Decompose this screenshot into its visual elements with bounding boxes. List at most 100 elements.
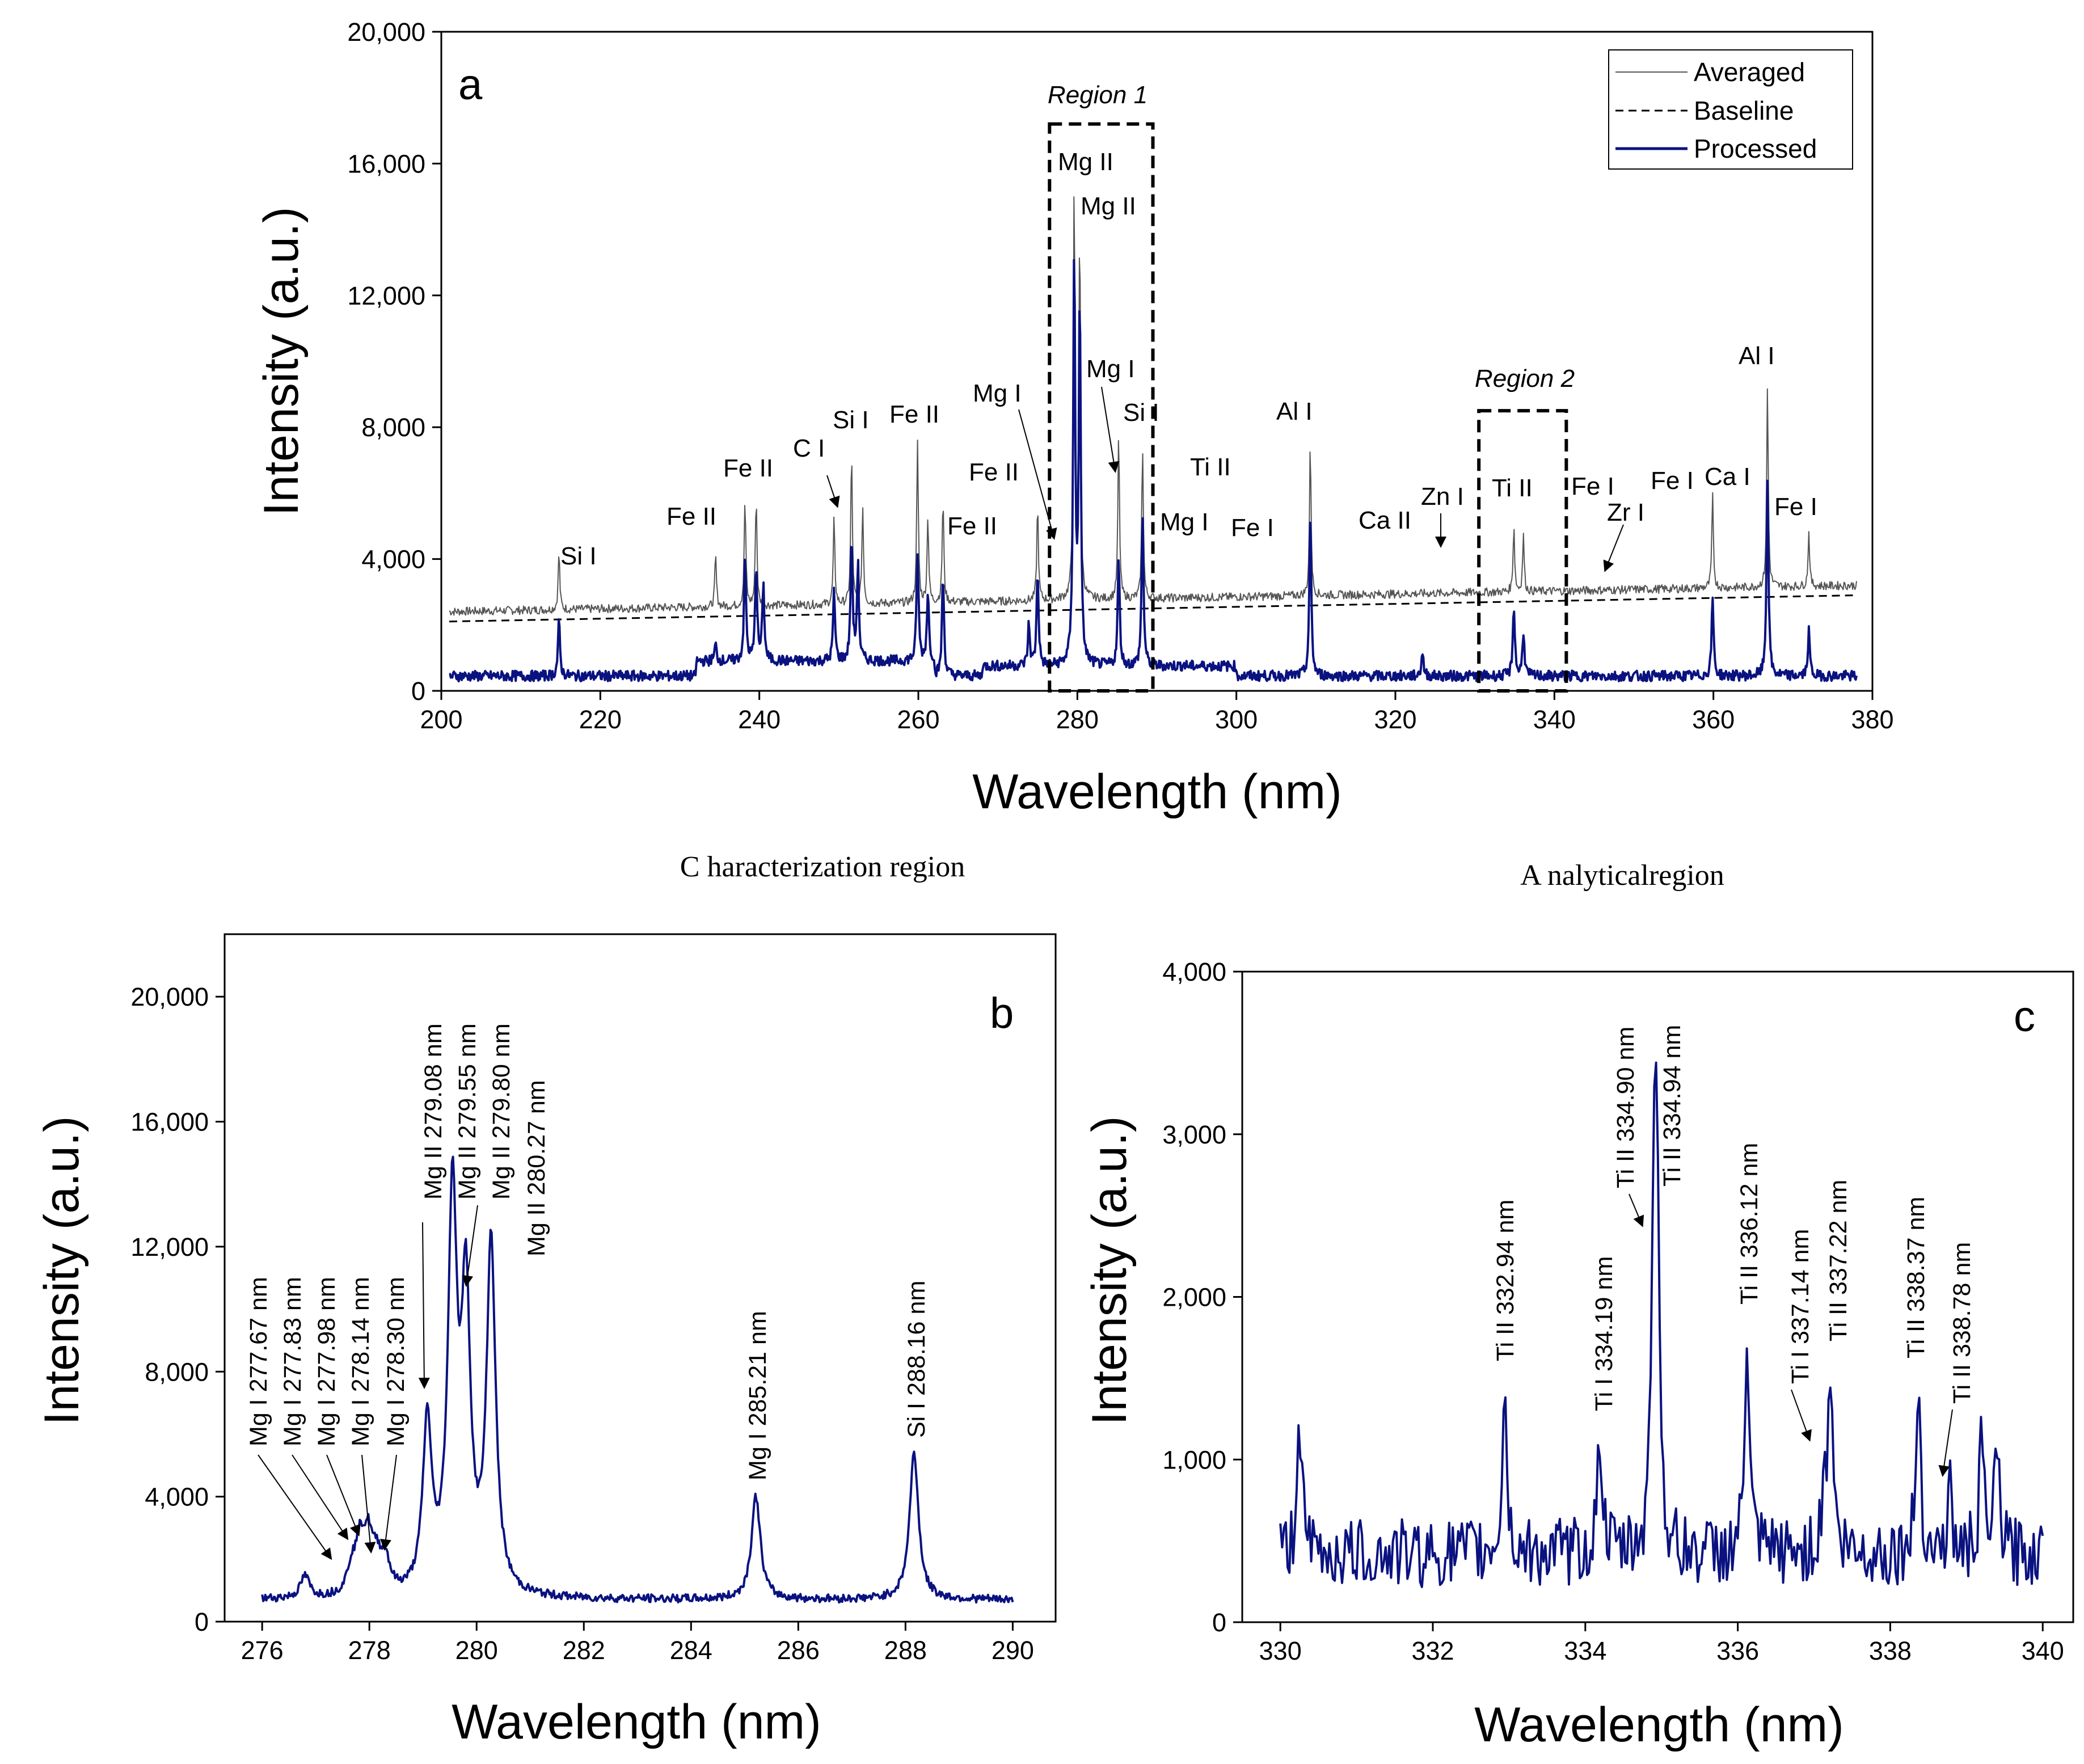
annot-mg-i-293: Mg I <box>1160 508 1209 536</box>
x-tick-label-a: 240 <box>738 705 781 734</box>
x-tick-label-b: 282 <box>563 1636 605 1665</box>
annot-ti-ii-334-90: Ti II 334.90 nm <box>1612 1027 1639 1188</box>
panel-letter-a: a <box>458 61 483 109</box>
annot-fe-i-344: Fe I <box>1571 472 1614 500</box>
x-tick-label-b: 280 <box>455 1636 498 1665</box>
annot-fe-ii-274: Fe II <box>969 458 1019 486</box>
y-tick-label-a: 16,000 <box>347 149 425 178</box>
annot-fe-i-358: Fe I <box>1651 467 1694 495</box>
y-tick-label-a: 4,000 <box>361 545 425 574</box>
annot-fe-ii-238: Fe II <box>723 454 773 482</box>
y-tick-label-b: 12,000 <box>130 1233 209 1261</box>
arrow-c-i <box>826 475 840 508</box>
x-tick-label-a: 360 <box>1692 705 1735 734</box>
arrow-279-80 <box>462 1205 478 1287</box>
x-tick-label-b: 286 <box>777 1636 820 1665</box>
panel-c-ticks: 330 332 334 336 338 340 0 1,000 2,000 3,000 4,000 <box>1162 957 2064 1665</box>
annot-ti-ii-334-94: Ti II 334.94 nm <box>1659 1025 1686 1187</box>
y-tick-label-b: 20,000 <box>130 982 209 1011</box>
x-tick-label-a: 320 <box>1374 705 1416 734</box>
panel-c-spectrum-line <box>1279 1061 2044 1588</box>
annot-mg-ii-279-08: Mg II 279.08 nm <box>420 1023 447 1200</box>
annot-si-i-251: Si I <box>833 406 869 434</box>
annot-fe-ii-263: Fe II <box>947 512 997 540</box>
y-tick-label-c: 3,000 <box>1162 1120 1226 1149</box>
annot-mg-ii-279: Mg II <box>1058 148 1113 176</box>
legend-label-baseline: Baseline <box>1694 96 1794 125</box>
annot-ti-ii-332-94: Ti II 332.94 nm <box>1492 1200 1519 1361</box>
arrow-278-30 <box>380 1454 397 1551</box>
x-tick-label-c: 330 <box>1259 1636 1302 1665</box>
x-tick-label-b: 290 <box>992 1636 1034 1665</box>
arrow-277-67 <box>258 1454 332 1560</box>
annot-mg-i-278: Mg I <box>973 379 1022 407</box>
panel-b-y-title: Intensity (a.u.) <box>35 1116 89 1425</box>
y-tick-label-c: 2,000 <box>1162 1283 1226 1312</box>
region-1-label: Region 1 <box>1048 81 1148 109</box>
y-tick-label-b: 16,000 <box>130 1108 209 1137</box>
x-tick-label-c: 338 <box>1869 1636 1912 1665</box>
annot-c-i: C I <box>793 434 825 462</box>
annot-ti-ii-337-22: Ti II 337.22 nm <box>1825 1180 1852 1341</box>
annot-mg-i-277-67: Mg I 277.67 nm <box>245 1277 272 1446</box>
legend-label-processed: Processed <box>1694 134 1817 163</box>
annot-ti-ii-338-37: Ti II 338.37 nm <box>1902 1197 1930 1358</box>
panel-a-x-title: Wavelength (nm) <box>972 765 1342 819</box>
arrow-mg-i-285 <box>1101 386 1120 473</box>
y-tick-label-b: 8,000 <box>145 1357 209 1386</box>
panel-b-x-title: Wavelength (nm) <box>452 1695 821 1749</box>
x-tick-label-b: 276 <box>241 1636 284 1665</box>
panel-a-ticks: 200 220 240 260 280 300 320 340 360 380 0 4,000 8,00… <box>347 18 1893 734</box>
annot-mg-ii-280-27: Mg II 280.27 nm <box>523 1080 550 1256</box>
annot-fe-ii-234: Fe II <box>666 503 716 530</box>
x-tick-label-a: 260 <box>897 705 939 734</box>
x-tick-label-b: 284 <box>670 1636 712 1665</box>
region-2-label: Region 2 <box>1475 365 1575 393</box>
arrow-334-90 <box>1629 1193 1644 1227</box>
panel-b-spectrum-line <box>261 1155 1014 1604</box>
arrow-278-14 <box>361 1454 376 1554</box>
annot-si-i-288: Si I <box>1123 399 1159 427</box>
annot-fe-i-372: Fe I <box>1774 493 1817 521</box>
x-tick-label-a: 220 <box>579 705 622 734</box>
y-tick-label-a: 20,000 <box>347 18 425 47</box>
arrow-zr-i <box>1603 524 1624 572</box>
y-tick-label-c: 4,000 <box>1162 957 1226 986</box>
annot-ti-ii-336-12: Ti II 336.12 nm <box>1736 1143 1763 1305</box>
annot-al-i-309: Al I <box>1276 398 1313 425</box>
x-tick-label-c: 336 <box>1716 1636 1759 1665</box>
x-tick-label-c: 340 <box>2022 1636 2064 1665</box>
panel-c-annotations: Ti II 332.94 nm Ti I 334.19 nm Ti II 334… <box>1492 1025 1976 1477</box>
y-tick-label-c: 1,000 <box>1162 1445 1226 1474</box>
annot-mg-i-285: Mg I <box>1086 355 1135 383</box>
arrow-337-14 <box>1791 1389 1812 1442</box>
annot-zn-i: Zn I <box>1421 483 1464 510</box>
y-tick-label-c: 0 <box>1212 1608 1226 1637</box>
arrow-277-98 <box>326 1454 361 1537</box>
annot-ti-ii-294: Ti II <box>1190 453 1231 481</box>
panel-c-frame <box>1241 970 2074 1623</box>
x-tick-label-a: 380 <box>1851 705 1893 734</box>
x-tick-label-b: 278 <box>348 1636 391 1665</box>
x-tick-label-a: 280 <box>1056 705 1099 734</box>
panel-letter-c: c <box>2014 993 2035 1041</box>
panel-c-x-title: Wavelength (nm) <box>1474 1698 1844 1752</box>
annot-mg-ii-279-55: Mg II 279.55 nm <box>454 1023 481 1200</box>
y-tick-label-b: 4,000 <box>145 1483 209 1512</box>
annot-mg-i-277-98: Mg I 277.98 nm <box>313 1277 340 1446</box>
x-tick-label-b: 288 <box>884 1636 927 1665</box>
panel-a-y-title: Intensity (a.u.) <box>254 207 309 516</box>
x-tick-label-c: 334 <box>1564 1636 1606 1665</box>
region-box-2 <box>1477 409 1568 693</box>
panel-b-frame <box>223 933 1057 1623</box>
annot-ti-i-334-19: Ti I 334.19 nm <box>1591 1256 1618 1411</box>
annot-fe-i-302: Fe I <box>1231 514 1274 542</box>
legend-label-averaged: Averaged <box>1694 57 1805 87</box>
region-boxes <box>1048 122 1568 693</box>
annot-mg-ii-279-80: Mg II 279.80 nm <box>488 1023 515 1200</box>
annot-mg-i-285-21: Mg I 285.21 nm <box>744 1311 771 1480</box>
annot-mg-ii-280: Mg II <box>1081 192 1136 220</box>
annot-si-i-288-16: Si I 288.16 nm <box>903 1281 930 1438</box>
panel-b: 276 278 280 282 284 286 288 290 0 4,000 8,000 12,00… <box>35 933 1057 1749</box>
annot-ca-i: Ca I <box>1705 463 1750 491</box>
